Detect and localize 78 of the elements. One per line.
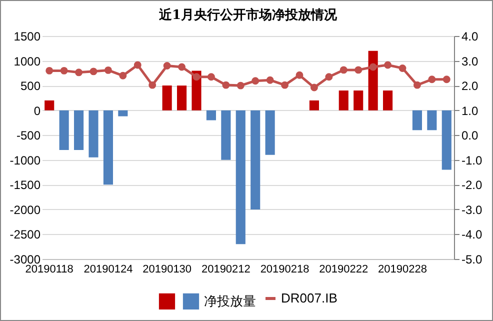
- chart-title: 近1月央行公开市场净投放情况: [158, 7, 338, 23]
- x-tick-label: 20190212: [201, 264, 250, 276]
- point: [296, 71, 304, 79]
- bar: [309, 100, 319, 110]
- bar: [74, 110, 84, 150]
- y-tick-label: 500: [20, 79, 41, 94]
- point: [60, 66, 68, 74]
- bar: [118, 110, 128, 116]
- point: [369, 63, 377, 71]
- point: [46, 66, 54, 74]
- y2-tick-label: 1.0: [462, 104, 479, 118]
- y-tick-label: 1000: [14, 54, 41, 68]
- point: [398, 64, 406, 72]
- y2-tick-label: -3.0: [462, 202, 483, 217]
- bar: [338, 90, 348, 110]
- bar: [442, 110, 452, 170]
- y-tick-label: -2500: [10, 228, 41, 242]
- bar: [265, 110, 275, 155]
- bar: [88, 110, 98, 158]
- point: [207, 73, 215, 81]
- y-tick-label: 1500: [14, 30, 41, 44]
- point: [119, 72, 127, 80]
- x-tick-label: 20190124: [84, 264, 133, 276]
- bar: [250, 110, 260, 210]
- y2-tick-label: 0.0: [462, 128, 479, 143]
- point: [236, 82, 244, 90]
- y2-tick-label: 2.0: [462, 79, 479, 94]
- bar: [59, 110, 69, 150]
- point: [222, 81, 230, 89]
- point: [384, 61, 392, 69]
- bar: [162, 86, 172, 110]
- point: [192, 73, 200, 81]
- legend-label: DR007.IB: [281, 290, 338, 306]
- point: [178, 63, 186, 71]
- point: [148, 81, 156, 89]
- bar: [383, 90, 393, 110]
- x-tick-label: 20190118: [25, 264, 74, 276]
- point: [310, 84, 318, 92]
- bar: [354, 90, 364, 110]
- legend-label: 净投放量: [204, 293, 256, 308]
- y2-tick-label: -1.0: [462, 153, 483, 168]
- point: [90, 68, 98, 76]
- x-tick-label: 20190222: [319, 264, 368, 276]
- point: [75, 68, 83, 76]
- point: [428, 76, 436, 84]
- point: [340, 66, 348, 74]
- x-tick-label: 20190130: [142, 264, 192, 276]
- point: [354, 66, 362, 74]
- bar: [412, 110, 422, 130]
- point: [281, 81, 289, 89]
- point: [413, 81, 421, 89]
- x-tick-label: 20190228: [378, 264, 427, 276]
- point: [325, 73, 333, 81]
- bar: [103, 110, 113, 185]
- y-tick-label: -1000: [10, 153, 41, 168]
- point: [134, 61, 142, 69]
- bar: [177, 86, 187, 110]
- y2-tick-label: 3.0: [462, 54, 479, 68]
- bar: [206, 110, 216, 120]
- y2-tick-label: -2.0: [462, 178, 483, 192]
- point: [163, 62, 171, 70]
- bar: [44, 100, 54, 110]
- bar: [236, 110, 246, 244]
- point: [252, 77, 260, 85]
- point: [266, 76, 274, 84]
- y2-tick-label: -4.0: [462, 228, 483, 242]
- point: [442, 76, 450, 84]
- x-tick-label: 20190218: [260, 264, 310, 276]
- y2-tick-label: 4.0: [462, 30, 479, 44]
- y-tick-label: -2000: [10, 202, 41, 217]
- y-tick-label: -1500: [10, 178, 41, 192]
- y2-tick-label: -5.0: [462, 252, 483, 266]
- y-tick-label: -500: [16, 128, 41, 143]
- bar: [221, 110, 231, 160]
- bar: [427, 110, 437, 130]
- y-tick-label: 0: [34, 104, 41, 118]
- point: [104, 66, 112, 74]
- bar: [368, 50, 378, 110]
